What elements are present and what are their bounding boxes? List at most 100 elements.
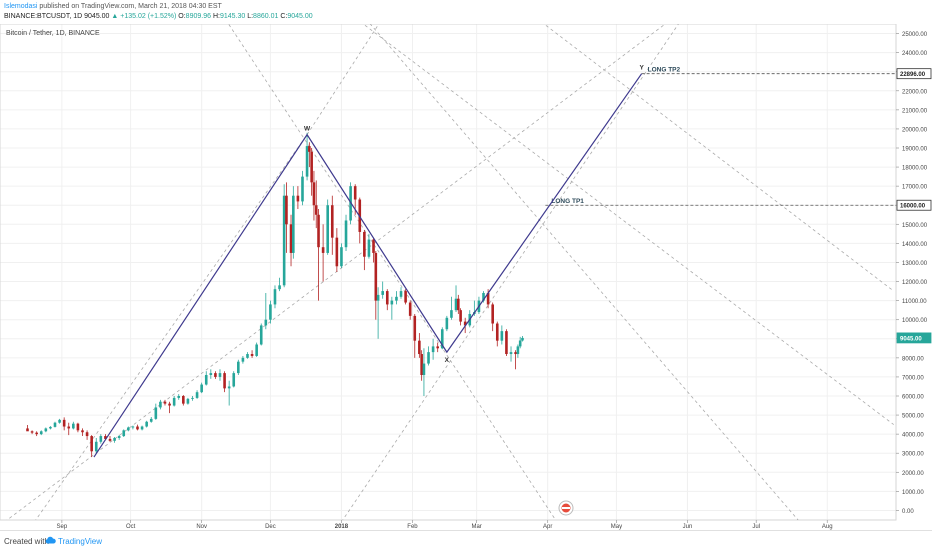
pattern-point-label: X bbox=[445, 357, 450, 364]
candle-body bbox=[149, 418, 153, 422]
candle-body bbox=[292, 195, 295, 253]
candle-body bbox=[340, 247, 343, 267]
candle-body bbox=[182, 396, 185, 404]
x-tick-label: Apr bbox=[543, 524, 552, 530]
candle-body bbox=[255, 344, 258, 356]
candle-body bbox=[308, 146, 311, 152]
candle-body bbox=[136, 426, 139, 430]
price-axis[interactable]: 0.00 1000.00 2000.00 3000.00 4000.00 5000.00 6… bbox=[896, 32, 928, 515]
wxy-pattern[interactable]: W X Y bbox=[93, 65, 645, 458]
y-tick-label: 6000.00 bbox=[902, 395, 924, 401]
candle-body bbox=[90, 436, 93, 452]
candle-body bbox=[367, 239, 371, 257]
event-icon[interactable] bbox=[558, 500, 574, 516]
candle-body bbox=[85, 432, 89, 437]
candle-body bbox=[172, 397, 176, 406]
price-tag-label: 22896.00 bbox=[900, 72, 926, 78]
candle-body bbox=[81, 430, 84, 433]
high-value: 9145.30 bbox=[219, 13, 246, 20]
y-tick-label: 20000.00 bbox=[902, 127, 928, 133]
price-tag-box bbox=[896, 68, 932, 80]
candle-body bbox=[454, 298, 458, 311]
footer-bar: Created with TradingView bbox=[0, 530, 932, 551]
candle-body bbox=[344, 220, 348, 248]
x-tick-label: Jun bbox=[683, 524, 693, 530]
candle-body bbox=[218, 373, 222, 377]
candle-body bbox=[35, 432, 38, 435]
x-tick-label: May bbox=[611, 524, 622, 530]
candle-body bbox=[30, 431, 34, 433]
candle-body bbox=[395, 296, 398, 301]
y-tick-label: 7000.00 bbox=[902, 375, 924, 381]
candle-body bbox=[427, 352, 430, 364]
candle-body bbox=[94, 441, 98, 452]
candle-body bbox=[420, 354, 423, 376]
candle-body bbox=[209, 373, 213, 376]
price-tag-label: 16000.00 bbox=[900, 204, 926, 210]
candle-body bbox=[408, 302, 412, 316]
price-chart[interactable]: Bitcoin / Tether, 1D, BINANCE LONG TP2LO… bbox=[0, 24, 932, 530]
y-tick-label: 21000.00 bbox=[902, 108, 928, 114]
candle-body bbox=[399, 291, 403, 297]
open-value: 8909.96 bbox=[185, 13, 211, 20]
candle-body bbox=[282, 195, 286, 286]
candle-body bbox=[163, 401, 167, 404]
price-tag-box bbox=[896, 199, 932, 211]
guide-lines bbox=[6, 24, 894, 520]
tradingview-cloud-icon bbox=[45, 536, 56, 544]
candle-body bbox=[285, 195, 288, 225]
candle-body bbox=[301, 176, 304, 202]
high-label: H: bbox=[212, 13, 220, 20]
candle-body bbox=[385, 291, 389, 305]
x-tick-label: Oct bbox=[126, 524, 136, 530]
candle-body bbox=[72, 423, 75, 429]
candle-body bbox=[122, 430, 126, 437]
candle-body bbox=[154, 407, 158, 419]
candle-body bbox=[296, 195, 300, 202]
candle-body bbox=[49, 426, 52, 429]
candle-body bbox=[374, 252, 378, 301]
y-tick-label: 5000.00 bbox=[902, 414, 924, 420]
price-change: ▲ +135.02 (+1.52%) bbox=[111, 13, 177, 20]
y-tick-label: 12000.00 bbox=[902, 280, 928, 286]
candle-body bbox=[404, 291, 407, 303]
x-tick-label: Dec bbox=[265, 524, 276, 530]
author-link[interactable]: Islemodasi bbox=[4, 3, 38, 10]
y-tick-label: 10000.00 bbox=[902, 318, 928, 324]
candle-body bbox=[372, 239, 375, 253]
guide-line bbox=[228, 24, 557, 520]
candle-body bbox=[495, 323, 499, 341]
tradingview-logo[interactable]: TradingView bbox=[58, 537, 103, 546]
y-tick-label: 13000.00 bbox=[902, 261, 928, 267]
chart-title: Bitcoin / Tether, 1D, BINANCE bbox=[6, 30, 100, 37]
candle-body bbox=[237, 361, 240, 374]
candle-body bbox=[250, 354, 254, 356]
candle-body bbox=[246, 354, 249, 358]
publish-info: Islemodasi published on TradingView.com,… bbox=[4, 3, 222, 10]
candle-body bbox=[195, 392, 199, 398]
guide-line bbox=[35, 134, 308, 520]
candle-body bbox=[204, 375, 208, 385]
candle-body bbox=[140, 426, 144, 430]
guide-line bbox=[342, 24, 679, 520]
guide-line bbox=[306, 24, 380, 135]
y-tick-label: 4000.00 bbox=[902, 433, 924, 439]
guide-line bbox=[369, 24, 799, 520]
candle-body bbox=[127, 427, 130, 431]
y-tick-label: 18000.00 bbox=[902, 166, 928, 172]
x-tick-label: 2018 bbox=[335, 524, 349, 530]
candle-body bbox=[177, 396, 181, 398]
candle-body bbox=[145, 421, 148, 427]
candle-body bbox=[312, 182, 316, 206]
candle-body bbox=[440, 329, 444, 349]
candle-body bbox=[67, 426, 71, 429]
candle-body bbox=[117, 436, 121, 438]
candle-body bbox=[44, 428, 48, 432]
candle-body bbox=[58, 419, 61, 423]
chart-grid bbox=[0, 24, 896, 520]
y-tick-label: 14000.00 bbox=[902, 242, 928, 248]
time-axis[interactable]: Sep Oct Nov Dec 2018 Feb Mar Apr May Jun Jul Aug bbox=[57, 520, 833, 530]
candle-body bbox=[422, 363, 426, 376]
symbol-label: BINANCE:BTCUSDT, 1D bbox=[4, 13, 83, 20]
candle-body bbox=[459, 310, 462, 322]
